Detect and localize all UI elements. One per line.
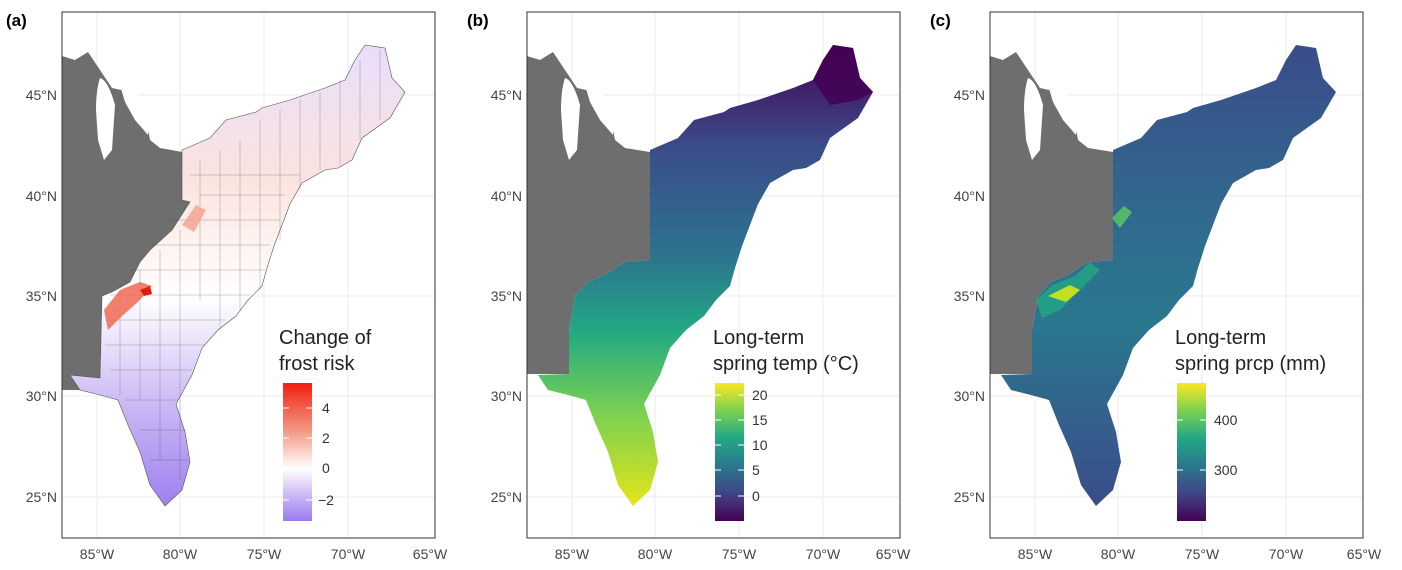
wet-hotspot	[1048, 285, 1080, 302]
y-tick-label: 30°N	[954, 388, 985, 404]
x-axis: 85°W 80°W 75°W 70°W 65°W	[1018, 546, 1382, 562]
panel-tag: (a)	[6, 11, 27, 30]
x-tick-label: 80°W	[163, 546, 198, 562]
x-tick-label: 85°W	[80, 546, 115, 562]
panel-tag: (c)	[930, 11, 951, 30]
legend-tick: 300	[1214, 462, 1238, 478]
panel-border	[989, 11, 1364, 539]
legend-title: Long-term	[1175, 327, 1266, 349]
y-axis: 45°N 40°N 35°N 30°N 25°N	[954, 87, 985, 505]
hotspot-appalachia	[104, 282, 152, 330]
legend-title: spring prcp (mm)	[1175, 353, 1326, 375]
legend-colorbar	[283, 383, 312, 521]
study-area	[538, 45, 873, 506]
y-tick-label: 45°N	[954, 87, 985, 103]
x-tick-label: 80°W	[1101, 546, 1136, 562]
x-tick-label: 70°W	[331, 546, 366, 562]
county-mesh	[105, 50, 381, 480]
legend-tick: 4	[322, 400, 330, 416]
legend-tick: 0	[322, 460, 330, 476]
y-tick-label: 25°N	[491, 489, 522, 505]
x-axis: 85°W 80°W 75°W 70°W 65°W	[80, 546, 448, 562]
panel-border	[526, 11, 901, 539]
y-tick-label: 25°N	[26, 489, 57, 505]
legend-colorbar	[715, 383, 744, 521]
hotspot-blue-ridge	[140, 286, 152, 296]
x-tick-label: 65°W	[1347, 546, 1382, 562]
x-tick-label: 65°W	[876, 546, 911, 562]
panel-tag: (b)	[467, 11, 489, 30]
legend-tick: 2	[322, 430, 330, 446]
legend-title: Change of	[279, 327, 372, 349]
legend-tick: 0	[752, 488, 760, 504]
y-tick-label: 40°N	[954, 188, 985, 204]
masked-region	[990, 52, 1113, 374]
y-axis: 45°N 40°N 35°N 30°N 25°N	[491, 87, 522, 505]
legend-tick: 10	[752, 437, 768, 453]
x-tick-label: 75°W	[1185, 546, 1220, 562]
legend-tick: 20	[752, 387, 768, 403]
wet-virginia	[1112, 206, 1132, 228]
y-tick-label: 40°N	[491, 188, 522, 204]
legend-colorbar	[1177, 383, 1206, 521]
y-axis: 45°N 40°N 35°N 30°N 25°N	[26, 87, 57, 505]
lake-michigan	[1024, 78, 1043, 160]
x-axis: 85°W 80°W 75°W 70°W 65°W	[555, 546, 911, 562]
lake-huron	[120, 85, 150, 135]
legend-tick: 15	[752, 412, 768, 428]
x-tick-label: 75°W	[247, 546, 282, 562]
panel-b: (b) 45°N 40°N 35°N 30°N 25°N 85°W 80°W 7…	[467, 11, 911, 562]
legend-title: spring temp (°C)	[713, 353, 859, 375]
y-tick-label: 30°N	[26, 388, 57, 404]
x-tick-label: 70°W	[806, 546, 841, 562]
y-tick-label: 35°N	[954, 288, 985, 304]
y-tick-label: 45°N	[26, 87, 57, 103]
panel-c: (c) 45°N 40°N 35°N 30°N 25°N 85°W 80°W 7…	[930, 11, 1382, 562]
y-tick-label: 30°N	[491, 388, 522, 404]
study-area	[69, 44, 406, 507]
lake-michigan	[561, 78, 580, 160]
x-tick-label: 75°W	[722, 546, 757, 562]
legend-c: Long-term spring prcp (mm) 400 300	[1175, 327, 1326, 521]
legend-tick: 400	[1214, 412, 1238, 428]
legend-tick: 5	[752, 462, 760, 478]
masked-region	[527, 52, 650, 374]
x-tick-label: 85°W	[555, 546, 590, 562]
panel-a: (a) 45°N 40°N 35°N 30°N	[6, 11, 448, 562]
hotspot-virginia	[182, 205, 206, 232]
legend-title: frost risk	[279, 353, 356, 375]
legend-b: Long-term spring temp (°C) 20 15 10 5 0	[713, 327, 859, 521]
lake-huron	[585, 85, 615, 135]
study-area	[1001, 45, 1336, 506]
y-tick-label: 40°N	[26, 188, 57, 204]
cold-north	[813, 45, 873, 105]
x-tick-label: 85°W	[1018, 546, 1053, 562]
y-tick-label: 35°N	[491, 288, 522, 304]
lake-michigan	[96, 78, 115, 160]
y-tick-label: 25°N	[954, 489, 985, 505]
lake-huron	[1048, 85, 1078, 135]
legend-title: Long-term	[713, 327, 804, 349]
masked-region	[62, 52, 190, 390]
x-tick-label: 80°W	[638, 546, 673, 562]
y-tick-label: 45°N	[491, 87, 522, 103]
legend-a: Change of frost risk 4 2 0 −2	[279, 327, 372, 521]
x-tick-label: 70°W	[1269, 546, 1304, 562]
y-tick-label: 35°N	[26, 288, 57, 304]
panel-border	[61, 11, 436, 539]
legend-tick: −2	[318, 492, 334, 508]
x-tick-label: 65°W	[413, 546, 448, 562]
